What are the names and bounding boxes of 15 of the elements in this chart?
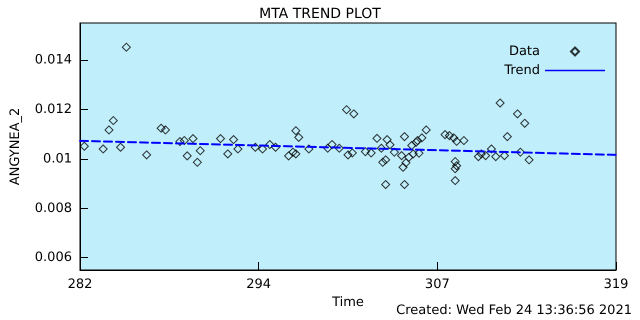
x-axis-title: Time xyxy=(331,294,364,310)
y-tick-label: 0.014 xyxy=(34,52,72,68)
y-axis-title: ANGYNEA_2 xyxy=(8,108,23,186)
text: Created: Wed Feb 24 13:36:56 2021 xyxy=(396,303,632,318)
x-tick-label: 294 xyxy=(246,277,272,292)
y-tick-label: 0.01 xyxy=(43,151,72,166)
legend-label: Trend xyxy=(503,63,540,78)
x-tick-label: 282 xyxy=(68,277,92,292)
chart-title: MTA TREND PLOT xyxy=(259,6,382,22)
x-tick-label: 319 xyxy=(604,277,628,292)
y-tick-label: 0.008 xyxy=(34,200,72,216)
legend-label: Data xyxy=(508,44,540,59)
x-tick-label: 307 xyxy=(424,277,450,292)
y-tick-label: 0.012 xyxy=(34,102,72,117)
y-tick-label: 0.006 xyxy=(34,250,72,266)
